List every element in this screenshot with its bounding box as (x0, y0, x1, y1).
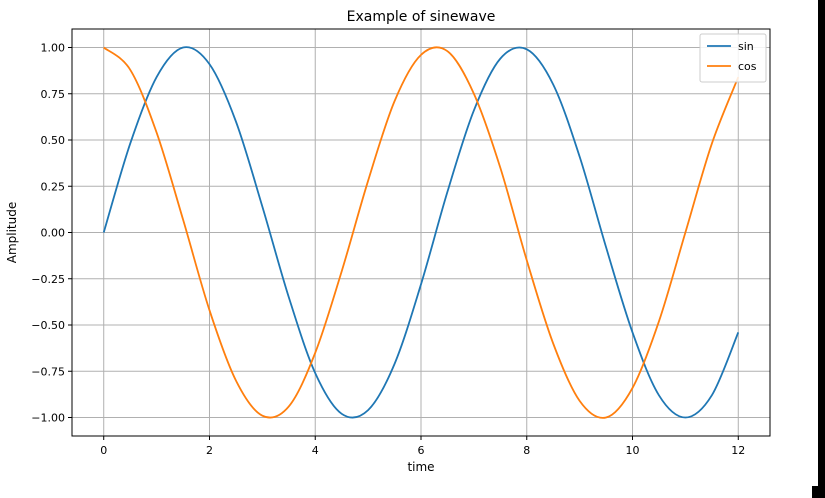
legend-label-sin: sin (738, 40, 754, 53)
y-tick-label: −1.00 (31, 412, 65, 425)
x-tick-label: 6 (418, 444, 425, 457)
x-tick-label: 10 (626, 444, 640, 457)
x-tick-label: 4 (312, 444, 319, 457)
y-tick-label: −0.25 (31, 273, 65, 286)
x-tick-label: 12 (731, 444, 745, 457)
y-tick-label: −0.50 (31, 319, 65, 332)
series-line-cos (103, 46, 740, 419)
x-tick-label: 8 (523, 444, 530, 457)
y-tick-label: 1.00 (41, 42, 66, 55)
series-lines (102, 46, 740, 419)
window-corner-block (812, 486, 825, 498)
legend-label-cos: cos (738, 60, 757, 73)
chart-title: Example of sinewave (347, 9, 496, 25)
y-tick-label: 0.50 (41, 134, 66, 147)
y-tick-label: 0.25 (41, 180, 66, 193)
grid-lines (72, 29, 770, 436)
y-axis-label: Amplitude (5, 202, 19, 264)
x-axis-label: time (407, 460, 434, 474)
series-line-sin (102, 46, 740, 419)
legend-box (699, 33, 767, 83)
legend: sin cos (699, 33, 767, 83)
x-tick-label: 2 (206, 444, 213, 457)
x-tick-label: 0 (100, 444, 107, 457)
window-edge-bar (818, 0, 825, 498)
axis-ticks: 0 2 4 6 8 10 12 1.00 0.75 0.50 0.25 0.00 −0.25 −0.50 −… (31, 42, 745, 458)
y-tick-label: 0.75 (41, 88, 66, 101)
y-tick-label: −0.75 (31, 365, 65, 378)
y-tick-label: 0.00 (41, 227, 66, 240)
